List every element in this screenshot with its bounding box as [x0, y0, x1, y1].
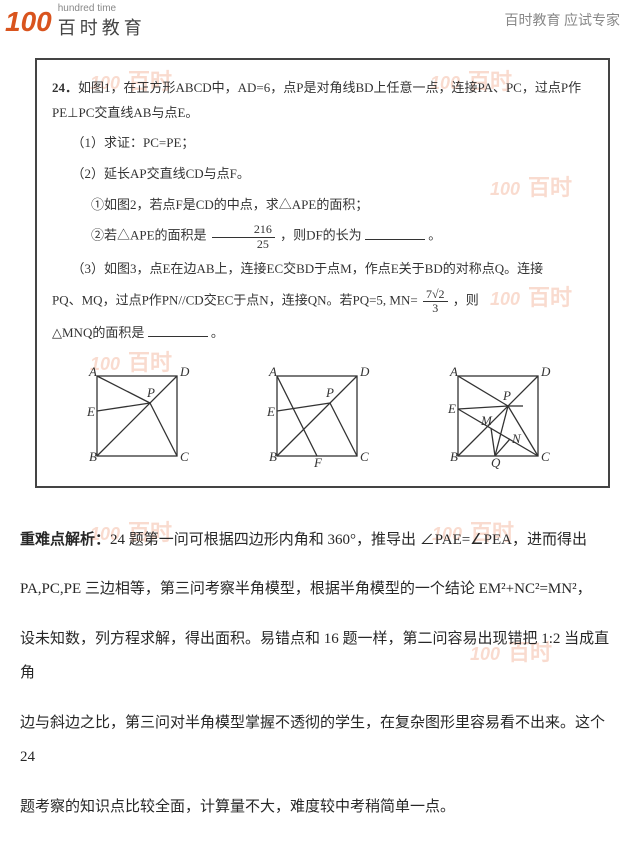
svg-text:C: C — [180, 449, 189, 464]
logo-en: hundred time — [58, 3, 146, 14]
svg-text:D: D — [540, 364, 551, 379]
svg-text:B: B — [269, 449, 277, 464]
svg-text:C: C — [541, 449, 550, 464]
stem-text: 如图1，在正方形ABCD中，AD=6，点P是对角线BD上任意一点，连接PA、PC… — [52, 80, 581, 120]
p2b-pre: ②若△APE的面积是 — [91, 228, 207, 243]
fraction-7sqrt2-3: 7√2 3 — [423, 288, 448, 315]
problem-stem: 24．如图1，在正方形ABCD中，AD=6，点P是对角线BD上任意一点，连接PA… — [52, 76, 593, 125]
part-2: （2）延长AP交直线CD与点F。 — [52, 162, 593, 187]
svg-text:A: A — [88, 364, 97, 379]
frac-den: 25 — [212, 238, 275, 251]
header-right-text: 百时教育 应试专家 — [505, 10, 621, 30]
blank-1 — [365, 226, 425, 240]
frac-num-2: 7√2 — [423, 288, 448, 302]
figure-2: A D B C E P F — [252, 361, 392, 471]
svg-text:P: P — [146, 385, 155, 400]
part-3c: △MNQ的面积是 。 — [52, 321, 593, 346]
analysis-line-3: 设未知数，列方程求解，得出面积。易错点和 16 题一样，第二问容易出现错把 1:… — [20, 622, 620, 691]
p2b-post: ，则DF的长为 — [280, 228, 362, 243]
analysis-line-4: 边与斜边之比，第三问对半角模型掌握不透彻的学生，在复杂图形里容易看不出来。这个 … — [20, 706, 620, 775]
figure-1: A D B C E P — [72, 361, 212, 471]
frac-den-2: 3 — [423, 302, 448, 315]
svg-text:D: D — [179, 364, 190, 379]
part-2b: ②若△APE的面积是 216 25 ，则DF的长为 。 — [52, 223, 593, 250]
figures-row: A D B C E P A D B C E P — [52, 361, 593, 471]
analysis-line-2: PA,PC,PE 三边相等，第三问考察半角模型，根据半角模型的一个结论 EM²+… — [20, 572, 620, 607]
svg-text:A: A — [449, 364, 458, 379]
part-1: （1）求证：PC=PE； — [52, 131, 593, 156]
frac-num: 216 — [212, 223, 275, 237]
part-3: （3）如图3，点E在边AB上，连接EC交BD于点M，作点E关于BD的对称点Q。连… — [52, 257, 593, 282]
p3c-end: 。 — [211, 325, 224, 340]
svg-text:D: D — [359, 364, 370, 379]
analysis-title: 重难点解析： — [20, 532, 110, 548]
svg-text:E: E — [86, 404, 95, 419]
svg-text:P: P — [325, 385, 334, 400]
analysis-b1: 24 题第一问可根据四边形内角和 360°，推导出 ∠PAE=∠PEA，进而得出 — [110, 532, 587, 548]
svg-text:M: M — [480, 413, 493, 428]
problem-box: 24．如图1，在正方形ABCD中，AD=6，点P是对角线BD上任意一点，连接PA… — [35, 58, 610, 488]
p2b-end: 。 — [428, 228, 441, 243]
logo-mark: 100 — [5, 6, 52, 38]
svg-text:F: F — [313, 455, 323, 470]
svg-text:C: C — [360, 449, 369, 464]
svg-text:E: E — [447, 401, 456, 416]
fraction-216-25: 216 25 — [212, 223, 275, 250]
part-2a: ①如图2，若点F是CD的中点，求△APE的面积； — [52, 193, 593, 218]
svg-text:P: P — [502, 388, 511, 403]
svg-text:B: B — [89, 449, 97, 464]
blank-2 — [148, 323, 208, 337]
svg-text:A: A — [268, 364, 277, 379]
p3b-pre: PQ、MQ，过点P作PN//CD交EC于点N，连接QN。若PQ=5, MN= — [52, 292, 418, 307]
figure-3: A D B C E P M N Q — [433, 361, 573, 471]
svg-text:E: E — [266, 404, 275, 419]
q-number: 24． — [52, 80, 78, 95]
analysis-section: 重难点解析：24 题第一问可根据四边形内角和 360°，推导出 ∠PAE=∠PE… — [0, 498, 640, 854]
analysis-line-5: 题考察的知识点比较全面，计算量不大，难度较中考稍简单一点。 — [20, 790, 620, 825]
logo-cn: 百时教育 — [58, 14, 146, 40]
svg-text:B: B — [450, 449, 458, 464]
svg-text:Q: Q — [491, 455, 501, 470]
svg-text:N: N — [511, 431, 522, 446]
p3c-text: △MNQ的面积是 — [52, 325, 144, 340]
part-3b: PQ、MQ，过点P作PN//CD交EC于点N，连接QN。若PQ=5, MN= 7… — [52, 288, 593, 315]
p3b-post: ，则 — [453, 292, 479, 307]
analysis-line-1: 重难点解析：24 题第一问可根据四边形内角和 360°，推导出 ∠PAE=∠PE… — [20, 523, 620, 558]
